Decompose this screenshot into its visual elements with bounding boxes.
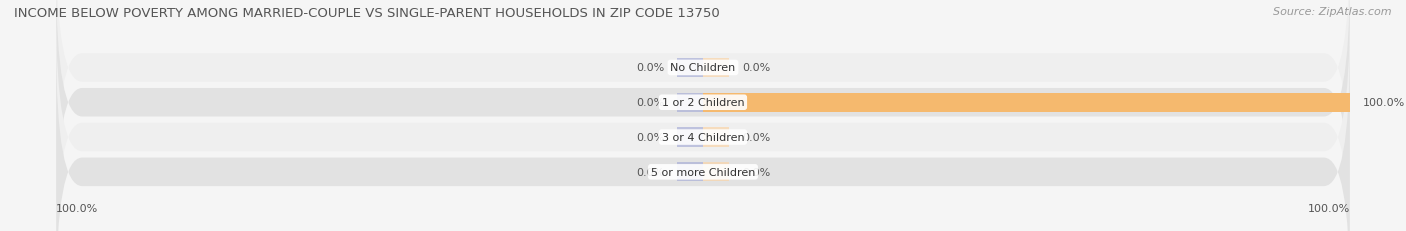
FancyBboxPatch shape (56, 48, 1350, 231)
Text: 1 or 2 Children: 1 or 2 Children (662, 98, 744, 108)
Text: INCOME BELOW POVERTY AMONG MARRIED-COUPLE VS SINGLE-PARENT HOUSEHOLDS IN ZIP COD: INCOME BELOW POVERTY AMONG MARRIED-COUPL… (14, 7, 720, 20)
Bar (703, 128, 728, 147)
Bar (678, 163, 703, 182)
Text: 100.0%: 100.0% (1308, 203, 1350, 213)
Bar (678, 59, 703, 78)
Text: 0.0%: 0.0% (742, 63, 770, 73)
FancyBboxPatch shape (56, 13, 1350, 231)
Bar (703, 93, 1350, 112)
Bar (678, 93, 703, 112)
Text: 100.0%: 100.0% (56, 203, 98, 213)
Text: 0.0%: 0.0% (636, 98, 664, 108)
Bar (678, 128, 703, 147)
FancyBboxPatch shape (56, 0, 1350, 227)
Text: 5 or more Children: 5 or more Children (651, 167, 755, 177)
Text: 0.0%: 0.0% (742, 167, 770, 177)
Text: 0.0%: 0.0% (636, 167, 664, 177)
Text: Source: ZipAtlas.com: Source: ZipAtlas.com (1274, 7, 1392, 17)
Bar (703, 163, 728, 182)
Text: No Children: No Children (671, 63, 735, 73)
Bar (703, 59, 728, 78)
Text: 100.0%: 100.0% (1362, 98, 1405, 108)
FancyBboxPatch shape (56, 0, 1350, 193)
Text: 0.0%: 0.0% (636, 63, 664, 73)
Text: 3 or 4 Children: 3 or 4 Children (662, 132, 744, 143)
Text: 0.0%: 0.0% (636, 132, 664, 143)
Text: 0.0%: 0.0% (742, 132, 770, 143)
